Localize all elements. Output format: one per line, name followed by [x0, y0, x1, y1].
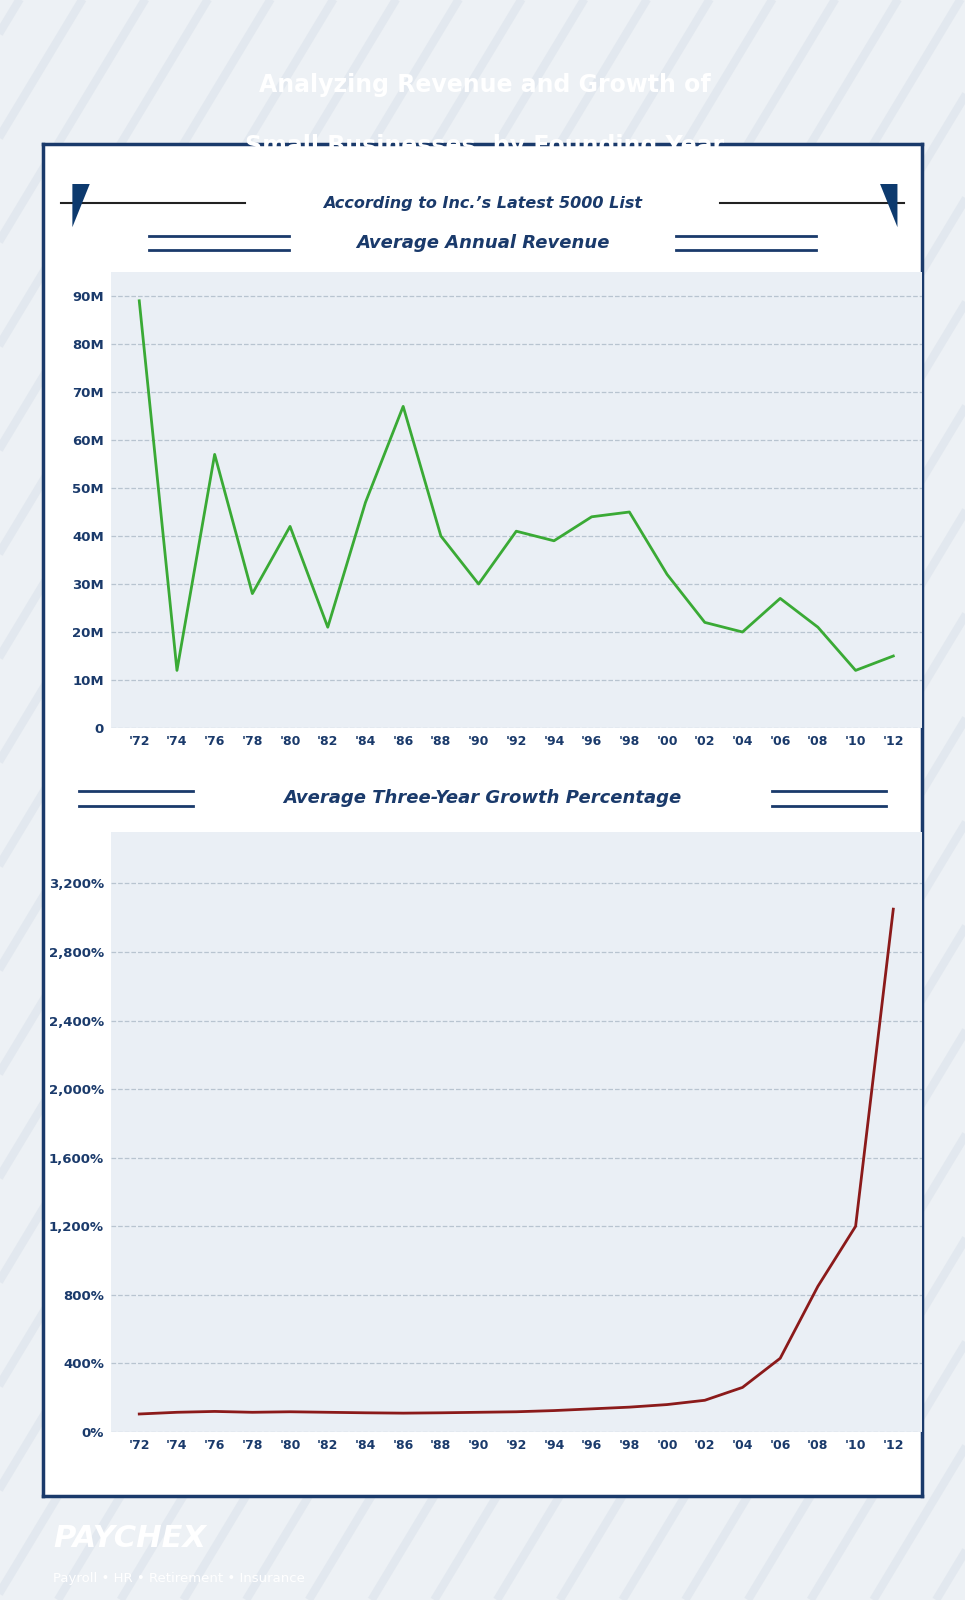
- Text: PAYCHEX: PAYCHEX: [53, 1523, 207, 1554]
- Text: Payroll • HR • Retirement • Insurance: Payroll • HR • Retirement • Insurance: [53, 1571, 305, 1584]
- Text: Average Annual Revenue: Average Annual Revenue: [356, 234, 609, 253]
- Text: Analyzing Revenue and Growth of: Analyzing Revenue and Growth of: [259, 74, 711, 98]
- Text: Average Three-Year Growth Percentage: Average Three-Year Growth Percentage: [284, 789, 681, 808]
- Text: According to Inc.’s Latest 5000 List: According to Inc.’s Latest 5000 List: [323, 195, 642, 211]
- Text: Small Businesses, by Founding Year: Small Businesses, by Founding Year: [245, 134, 725, 158]
